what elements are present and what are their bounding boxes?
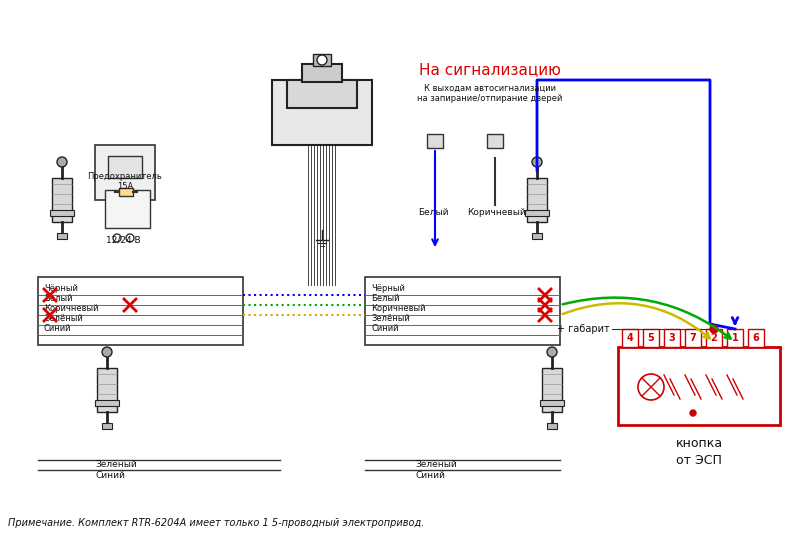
Circle shape bbox=[113, 234, 121, 242]
Bar bbox=[643, 329, 659, 347]
Bar bbox=[108, 156, 142, 178]
Text: Зелёный: Зелёный bbox=[44, 314, 83, 323]
Text: Синий: Синий bbox=[415, 471, 445, 480]
Text: Зелёный: Зелёный bbox=[415, 460, 457, 469]
Text: кнопка
от ЭСП: кнопка от ЭСП bbox=[675, 437, 722, 467]
Bar bbox=[272, 80, 372, 145]
Circle shape bbox=[317, 55, 327, 65]
Bar bbox=[302, 64, 342, 82]
Bar bbox=[547, 423, 557, 429]
Bar bbox=[540, 400, 564, 406]
Text: 7: 7 bbox=[690, 333, 696, 343]
Text: К выходам автосигнализации
на запирание/отпирание дверей: К выходам автосигнализации на запирание/… bbox=[417, 84, 562, 104]
Bar bbox=[52, 178, 72, 222]
Text: 2: 2 bbox=[711, 333, 717, 343]
Text: 6: 6 bbox=[753, 333, 759, 343]
Text: 1: 1 bbox=[732, 333, 738, 343]
Text: Зелёный: Зелёный bbox=[371, 314, 410, 323]
Text: Зелёный: Зелёный bbox=[95, 460, 136, 469]
Bar bbox=[622, 329, 638, 347]
Bar bbox=[105, 190, 150, 228]
Text: Коричневый: Коричневый bbox=[467, 208, 526, 217]
Text: 3: 3 bbox=[669, 333, 675, 343]
Circle shape bbox=[532, 157, 542, 167]
Bar bbox=[95, 400, 119, 406]
Bar bbox=[50, 210, 74, 216]
Text: Предохранитель
15А: Предохранитель 15А bbox=[88, 172, 162, 191]
Bar bbox=[95, 145, 155, 200]
Circle shape bbox=[102, 347, 112, 357]
Text: 5: 5 bbox=[648, 333, 654, 343]
Circle shape bbox=[710, 325, 718, 333]
Bar bbox=[487, 134, 503, 148]
Bar bbox=[102, 423, 112, 429]
Text: Белый: Белый bbox=[418, 208, 448, 217]
Text: 4: 4 bbox=[626, 333, 633, 343]
Bar bbox=[706, 329, 722, 347]
Bar bbox=[97, 368, 117, 412]
Text: Коричневый: Коричневый bbox=[371, 304, 425, 313]
Text: Чёрный: Чёрный bbox=[44, 284, 77, 293]
Text: Синий: Синий bbox=[371, 324, 399, 333]
Text: Коричневый: Коричневый bbox=[44, 304, 98, 313]
Bar bbox=[664, 329, 680, 347]
Bar bbox=[727, 329, 743, 347]
Circle shape bbox=[547, 347, 557, 357]
Bar bbox=[748, 329, 764, 347]
Circle shape bbox=[690, 410, 696, 416]
Bar bbox=[313, 54, 331, 66]
Circle shape bbox=[638, 374, 664, 400]
Text: Чёрный: Чёрный bbox=[371, 284, 405, 293]
Text: Синий: Синий bbox=[95, 471, 125, 480]
Text: На сигнализацию: На сигнализацию bbox=[419, 62, 561, 77]
Bar bbox=[427, 134, 443, 148]
Bar bbox=[685, 329, 701, 347]
Bar bbox=[365, 277, 560, 345]
Bar bbox=[287, 80, 357, 108]
Text: + габарит: + габарит bbox=[558, 324, 610, 334]
Bar bbox=[57, 233, 67, 239]
Text: Белый: Белый bbox=[44, 294, 73, 303]
Bar bbox=[119, 188, 133, 196]
Text: Примечание. Комплект RTR-6204А имеет только 1 5-проводный электропривод.: Примечание. Комплект RTR-6204А имеет тол… bbox=[8, 518, 424, 528]
Bar bbox=[618, 347, 780, 425]
Circle shape bbox=[126, 234, 134, 242]
Bar bbox=[542, 368, 562, 412]
Text: Белый: Белый bbox=[371, 294, 399, 303]
Bar bbox=[527, 178, 547, 222]
Bar bbox=[38, 277, 243, 345]
Bar bbox=[525, 210, 549, 216]
Text: 12/24 В: 12/24 В bbox=[106, 236, 140, 244]
Text: Синий: Синий bbox=[44, 324, 72, 333]
Bar bbox=[532, 233, 542, 239]
Circle shape bbox=[57, 157, 67, 167]
